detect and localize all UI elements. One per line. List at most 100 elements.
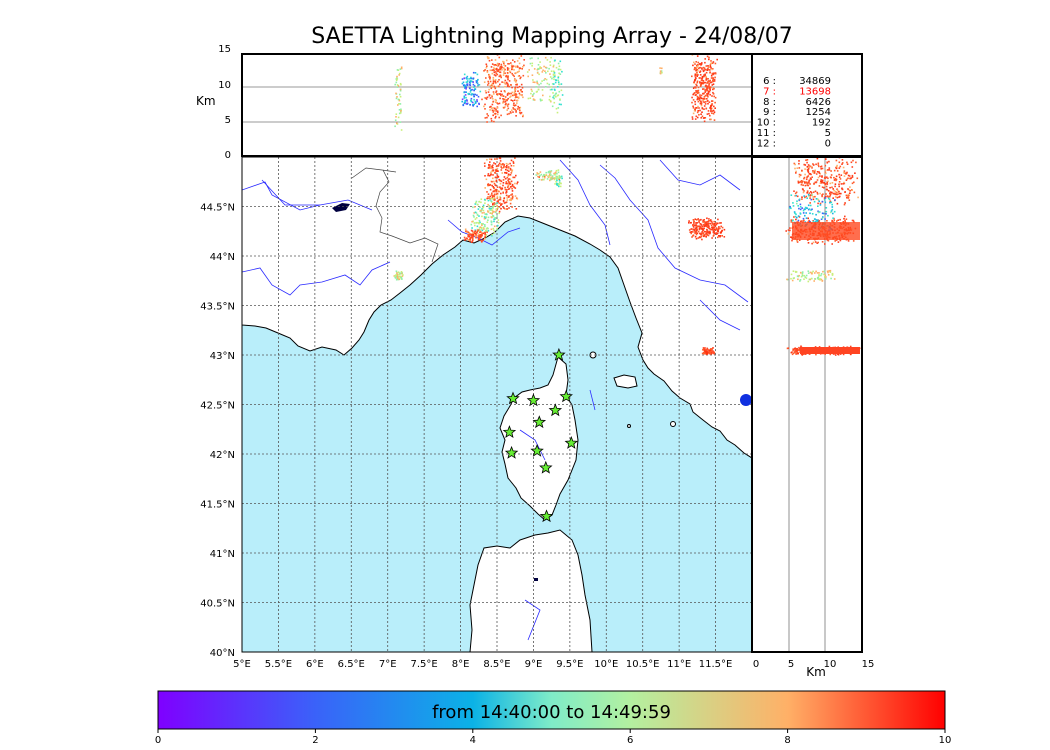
lightning-sources — [393, 157, 752, 406]
source-dot — [497, 219, 500, 221]
source-dot — [502, 182, 505, 184]
source-dot — [697, 61, 699, 64]
source-dot — [499, 186, 501, 188]
source-dot — [514, 87, 516, 89]
source-dot — [494, 87, 497, 90]
source-dot — [799, 212, 802, 214]
source-dot — [704, 351, 707, 353]
source-dot — [491, 180, 493, 183]
source-dot — [814, 272, 816, 274]
source-dot — [712, 77, 714, 79]
source-dot — [813, 170, 816, 173]
source-dot — [558, 179, 561, 182]
source-dot — [520, 89, 522, 91]
source-dot — [706, 221, 708, 223]
source-dot — [706, 229, 708, 231]
source-dot — [817, 164, 820, 166]
source-dot — [484, 90, 487, 92]
source-dot — [560, 182, 562, 185]
source-dot — [498, 102, 501, 105]
count-key: 6 : — [763, 76, 776, 87]
source-dot — [847, 174, 850, 177]
source-dot — [469, 81, 471, 84]
source-dot — [493, 193, 496, 196]
source-dot — [832, 192, 835, 195]
source-dot — [694, 63, 696, 65]
source-dot — [507, 78, 509, 81]
source-dot — [547, 70, 549, 73]
source-dot — [514, 88, 517, 90]
source-dot — [472, 214, 475, 217]
count-value: 192 — [812, 118, 831, 129]
source-dot — [698, 236, 701, 238]
source-dot — [500, 204, 502, 206]
source-dot — [696, 66, 698, 69]
source-dot — [497, 70, 499, 73]
source-dot — [477, 229, 480, 231]
source-dot — [816, 198, 819, 200]
source-dot — [809, 202, 811, 204]
source-dot — [835, 193, 837, 196]
alt-tick-0: 0 — [225, 150, 231, 161]
source-dot — [496, 106, 499, 108]
source-dot — [705, 224, 707, 227]
source-dot — [466, 78, 468, 80]
source-dot — [706, 225, 709, 228]
source-dot — [492, 214, 494, 217]
source-dot — [515, 66, 517, 68]
source-dot — [824, 278, 827, 280]
source-dot — [550, 86, 553, 88]
source-dot — [807, 171, 810, 173]
source-dot — [825, 195, 827, 198]
source-dot — [398, 109, 401, 111]
source-dot — [713, 220, 715, 223]
source-dot — [831, 243, 833, 245]
source-dot — [507, 92, 510, 94]
country-border — [375, 169, 439, 263]
source-dot — [816, 220, 818, 223]
source-dot — [479, 231, 481, 233]
source-dot — [691, 116, 694, 118]
source-dot — [796, 241, 799, 243]
source-dot — [808, 195, 810, 197]
source-dot — [483, 105, 485, 108]
source-dot — [694, 230, 696, 233]
source-dot — [512, 162, 515, 164]
source-dot — [709, 93, 711, 96]
source-dot — [468, 231, 471, 234]
source-dot — [537, 175, 539, 178]
source-dot — [491, 170, 493, 173]
source-dot — [714, 107, 716, 109]
source-dot — [794, 215, 797, 218]
source-dot — [816, 193, 819, 195]
source-dot — [833, 179, 836, 181]
source-dot — [487, 230, 490, 232]
altitude-lon-panel[interactable] — [241, 49, 753, 157]
source-dot — [700, 81, 702, 84]
source-dot — [490, 228, 493, 231]
source-dot — [708, 80, 711, 82]
source-dot — [496, 94, 499, 96]
source-dot — [491, 234, 493, 237]
source-dot — [501, 93, 503, 96]
source-dot — [501, 187, 504, 190]
source-dot — [511, 190, 514, 192]
source-dot — [833, 193, 836, 195]
source-dot — [838, 185, 840, 188]
rivers — [242, 159, 749, 641]
altitude-lat-panel[interactable] — [751, 156, 863, 653]
source-dot — [466, 75, 469, 78]
source-dot — [474, 224, 476, 227]
source-dot — [507, 180, 510, 183]
map-panel[interactable] — [242, 157, 752, 652]
source-dot — [521, 68, 523, 70]
source-dot — [831, 219, 833, 222]
source-dot — [838, 183, 840, 186]
source-dot — [479, 90, 482, 93]
source-dot — [476, 80, 478, 82]
source-dot — [710, 60, 712, 62]
source-dot — [503, 70, 505, 73]
source-dot — [487, 80, 489, 83]
source-dot — [491, 94, 493, 97]
source-dot — [496, 107, 499, 109]
